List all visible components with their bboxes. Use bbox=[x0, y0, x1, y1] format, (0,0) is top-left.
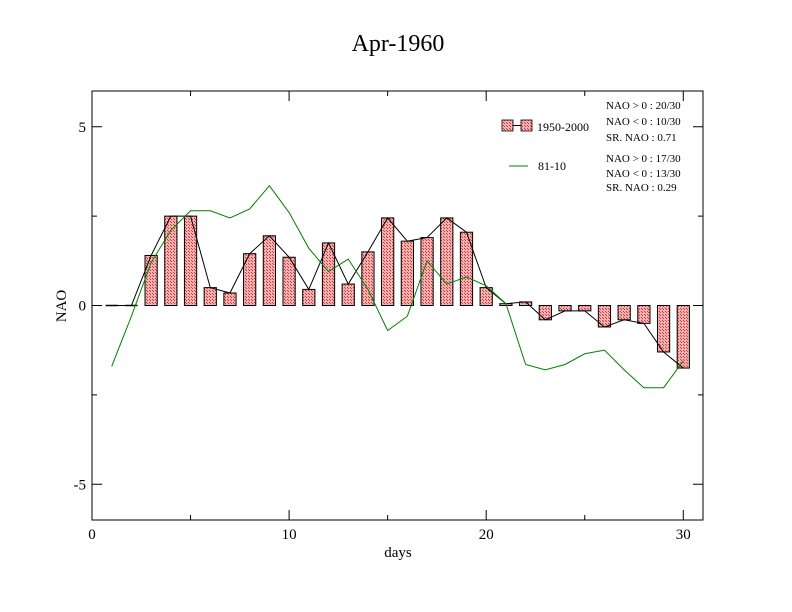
x-axis-label: days bbox=[384, 545, 412, 561]
y-tick-label: 5 bbox=[79, 120, 87, 136]
legend-label-line: 81-10 bbox=[538, 159, 566, 173]
legend: 1950-2000 81-10 bbox=[501, 119, 589, 173]
bar bbox=[440, 217, 454, 307]
bar bbox=[164, 215, 178, 306]
y-tick-label: -5 bbox=[74, 477, 87, 493]
bar bbox=[341, 283, 355, 306]
stat-nao-negative: NAO < 0 : 13/30 bbox=[606, 168, 681, 180]
stat-nao-negative: NAO < 0 : 10/30 bbox=[606, 116, 681, 128]
chart-title: Apr-1960 bbox=[352, 31, 445, 57]
stat-sr-nao: SR. NAO : 0.71 bbox=[606, 132, 677, 144]
x-tick-label: 0 bbox=[88, 527, 96, 543]
x-tick-label: 30 bbox=[676, 527, 691, 543]
bar bbox=[223, 292, 237, 306]
bar bbox=[183, 215, 198, 306]
y-axis-label: NAO bbox=[54, 290, 70, 323]
bars-connector-line bbox=[111, 215, 684, 369]
bar bbox=[262, 235, 276, 307]
bar bbox=[558, 305, 572, 312]
bar-connector-polyline bbox=[111, 215, 684, 369]
y-tick-label: 0 bbox=[79, 299, 87, 315]
stats-block-81-10: NAO > 0 : 17/30 NAO < 0 : 13/30 SR. NAO … bbox=[606, 153, 681, 194]
x-tick-label: 20 bbox=[479, 527, 494, 543]
stat-nao-positive: NAO > 0 : 20/30 bbox=[606, 100, 681, 112]
bar bbox=[676, 305, 690, 369]
legend-label-bars: 1950-2000 bbox=[537, 120, 589, 134]
stat-nao-positive: NAO > 0 : 17/30 bbox=[606, 153, 681, 165]
line-series bbox=[111, 184, 684, 389]
axes: 0 10 20 30 -5 0 5 bbox=[74, 91, 703, 543]
bar bbox=[203, 287, 217, 306]
bars-series bbox=[105, 215, 690, 369]
stat-sr-nao: SR. NAO : 0.29 bbox=[606, 182, 677, 194]
bar bbox=[578, 305, 592, 312]
bar bbox=[400, 240, 414, 306]
line-81-10-polyline bbox=[111, 184, 684, 389]
legend-bar-swatch bbox=[501, 119, 533, 132]
bar bbox=[302, 288, 316, 307]
stats-block-1950-2000: NAO > 0 : 20/30 NAO < 0 : 10/30 SR. NAO … bbox=[606, 100, 681, 144]
x-tick-label: 10 bbox=[282, 527, 297, 543]
bar bbox=[617, 305, 631, 321]
bar bbox=[637, 305, 651, 324]
bar bbox=[381, 217, 395, 307]
